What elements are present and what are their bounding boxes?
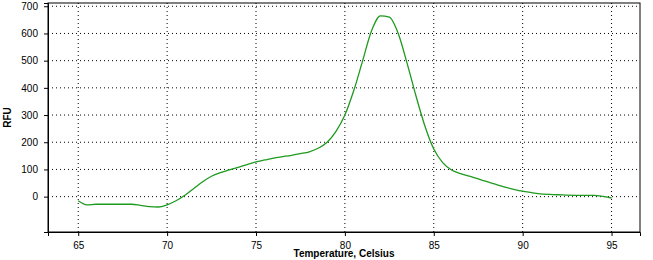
series-group [78,16,611,207]
tick-label: 200 [21,137,38,148]
tick-mark [44,197,48,198]
tick-label: 65 [73,240,85,251]
tick-label: 95 [606,240,618,251]
tick-label: 100 [21,164,38,175]
grid-line-y [48,142,640,143]
chart: 657075808590950100200300400500600700Temp… [0,0,653,260]
tick-mark [44,142,48,143]
tick-mark [256,232,257,236]
plot-frame [48,3,640,232]
tick-label: 75 [251,240,263,251]
tick-mark [44,33,48,34]
tick: 70 [162,232,174,251]
tick-label: 85 [429,240,441,251]
tick: 65 [73,232,85,251]
grid-line-x [78,3,79,232]
tick-mark [167,232,168,236]
axis-line [49,233,641,237]
tick: 95 [606,232,618,251]
tick-mark [345,232,346,236]
grid-line-y [48,196,640,197]
tick-mark [434,232,435,236]
plot-background [48,3,640,232]
tick: 75 [251,232,263,251]
tick-label: 90 [518,240,530,251]
grid-line-y [48,87,640,88]
tick-label: 400 [21,83,38,94]
grid-line-y [48,115,640,116]
tick: 90 [518,232,530,251]
grid-line-x [522,3,523,232]
tick: 400 [21,83,48,94]
tick: 300 [21,110,48,121]
tick: 700 [21,1,48,12]
grid-line-x [433,3,434,232]
tick: 0 [32,191,48,202]
tick-label: 700 [21,1,38,12]
tick: 500 [21,55,48,66]
tick-mark [44,115,48,116]
tick: 600 [21,28,48,39]
grid-line-y [48,33,640,34]
tick-mark [44,169,48,170]
tick-label: 0 [32,191,38,202]
tick-label: 300 [21,110,38,121]
tick: 100 [21,164,48,175]
x-axis-title: Temperature, Celsius [294,248,395,259]
grid-line-x [256,3,257,232]
plot-area: 657075808590950100200300400500600700 [21,1,640,251]
y-axis: 0 100 200 300 400 500 600 700 [21,1,48,233]
tick-mark [523,232,524,236]
grid-line-y [48,169,640,170]
tick-label: 70 [162,240,174,251]
tick: 200 [21,137,48,148]
grid-line-y [48,6,640,7]
tick-mark [44,88,48,89]
tick-mark [44,6,48,7]
grid-line-y [48,60,640,61]
grid-line-x [167,3,168,232]
y-axis-title: RFU [2,107,13,128]
tick-mark [44,61,48,62]
melt-curve [78,16,611,207]
tick-mark [78,232,79,236]
tick: 85 [429,232,441,251]
grid [48,3,640,232]
tick-mark [612,232,613,236]
grid-line-x [344,3,345,232]
tick-label: 500 [21,55,38,66]
tick-label: 600 [21,28,38,39]
